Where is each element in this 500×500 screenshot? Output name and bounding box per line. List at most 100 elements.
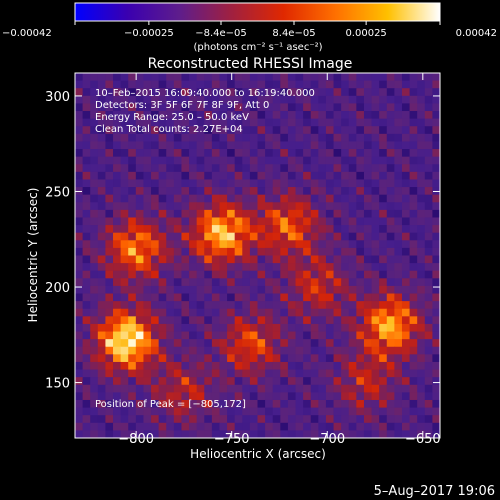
heatmap-cell (173, 156, 182, 165)
heatmap-cell (181, 263, 190, 272)
heatmap-cell (113, 278, 122, 287)
heatmap-cell (249, 278, 258, 287)
heatmap-cell (97, 232, 106, 241)
heatmap-cell (249, 179, 258, 188)
heatmap-cell (249, 331, 258, 340)
heatmap-cell (242, 247, 251, 256)
heatmap-cell (166, 422, 175, 431)
heatmap-cell (75, 301, 84, 310)
heatmap-cell (424, 301, 433, 310)
heatmap-cell (173, 384, 182, 393)
heatmap-cell (401, 361, 410, 370)
heatmap-cell (249, 430, 258, 438)
y-tick-label: 300 (45, 90, 70, 105)
heatmap-cell (166, 179, 175, 188)
heatmap-cell (151, 285, 160, 294)
heatmap-cell (356, 278, 365, 287)
heatmap-cell (151, 73, 160, 82)
heatmap-cell (219, 126, 228, 135)
heatmap-cell (356, 316, 365, 325)
heatmap-cell (363, 316, 372, 325)
heatmap-cell (143, 369, 152, 378)
heatmap-cell (97, 194, 106, 203)
heatmap-cell (341, 217, 350, 226)
heatmap-cell (158, 369, 167, 378)
heatmap-cell (120, 80, 129, 89)
heatmap-cell (401, 415, 410, 424)
heatmap-cell (158, 377, 167, 386)
heatmap-cell (341, 263, 350, 272)
heatmap-cell (371, 308, 380, 317)
heatmap-cell (424, 209, 433, 218)
heatmap-cell (135, 301, 144, 310)
heatmap-cell (356, 369, 365, 378)
heatmap-cell (135, 346, 144, 355)
heatmap-cell (82, 323, 91, 332)
heatmap-cell (303, 80, 312, 89)
heatmap-cell (181, 111, 190, 120)
heatmap-cell (363, 156, 372, 165)
info-time-range: 10–Feb–2015 16:09:40.000 to 16:19:40.000 (95, 88, 315, 99)
heatmap-cell (394, 164, 403, 173)
heatmap-cell (356, 392, 365, 401)
heatmap-cell (265, 126, 274, 135)
heatmap-cell (120, 240, 129, 249)
heatmap-cell (143, 255, 152, 264)
heatmap-cell (135, 217, 144, 226)
heatmap-cell (242, 316, 251, 325)
heatmap-cell (143, 88, 152, 97)
heatmap-cell (310, 354, 319, 363)
heatmap-cell (128, 118, 137, 127)
heatmap-cell (242, 202, 251, 211)
heatmap-cell (189, 111, 198, 120)
heatmap-cell (227, 103, 236, 112)
heatmap-cell (409, 339, 418, 348)
heatmap-cell (242, 308, 251, 317)
heatmap-cell (120, 422, 129, 431)
heatmap-cell (204, 217, 213, 226)
peak-position-label: Position of Peak = [−805,172] (95, 399, 246, 410)
heatmap-cell (280, 392, 289, 401)
heatmap-cell (310, 80, 319, 89)
heatmap-cell (128, 255, 137, 264)
heatmap-cell (105, 187, 114, 196)
heatmap-cell (348, 209, 357, 218)
heatmap-cell (295, 217, 304, 226)
heatmap-cell (280, 164, 289, 173)
heatmap-cell (409, 263, 418, 272)
heatmap-cell (379, 430, 388, 438)
heatmap-cell (272, 80, 281, 89)
heatmap-cell (143, 209, 152, 218)
heatmap-cell (128, 80, 137, 89)
heatmap-cell (295, 179, 304, 188)
heatmap-cell (158, 111, 167, 120)
heatmap-cell (90, 133, 99, 142)
heatmap-cell (394, 255, 403, 264)
heatmap-cell (417, 111, 426, 120)
heatmap-cell (82, 111, 91, 120)
heatmap-cell (310, 369, 319, 378)
heatmap-cell (181, 384, 190, 393)
heatmap-cell (394, 133, 403, 142)
heatmap-cell (120, 270, 129, 279)
heatmap-cell (371, 187, 380, 196)
heatmap-cell (401, 346, 410, 355)
heatmap-cell (196, 270, 205, 279)
heatmap-cell (97, 293, 106, 302)
heatmap-cell (272, 225, 281, 234)
heatmap-cell (227, 339, 236, 348)
heatmap-cell (75, 118, 84, 127)
heatmap-cell (234, 278, 243, 287)
heatmap-cell (158, 422, 167, 431)
heatmap-cell (356, 232, 365, 241)
heatmap-cell (432, 209, 440, 218)
heatmap-cell (303, 209, 312, 218)
heatmap-cell (90, 149, 99, 158)
heatmap-cell (82, 209, 91, 218)
heatmap-cell (417, 415, 426, 424)
heatmap-cell (249, 354, 258, 363)
heatmap-cell (257, 255, 266, 264)
heatmap-cell (105, 209, 114, 218)
heatmap-cell (219, 225, 228, 234)
heatmap-cell (341, 316, 350, 325)
